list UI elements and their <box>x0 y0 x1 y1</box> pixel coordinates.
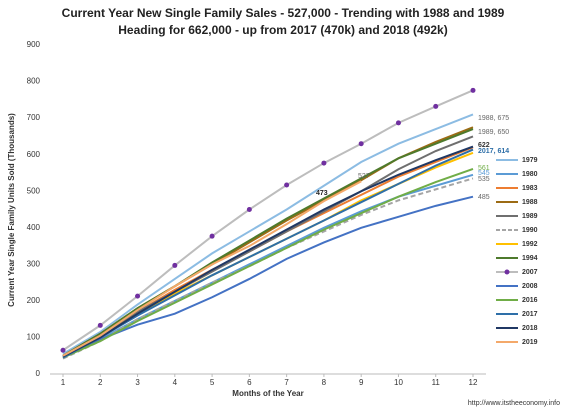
series-line <box>62 145 474 358</box>
series-line <box>62 113 474 355</box>
legend-label: 2018 <box>522 325 538 332</box>
legend-label: 1994 <box>522 255 538 262</box>
x-tick-label: 7 <box>284 378 289 387</box>
annotation: 1989, 650 <box>478 129 509 136</box>
series-marker <box>135 293 141 299</box>
x-tick-label: 9 <box>359 378 364 387</box>
y-tick-label: 400 <box>27 223 41 232</box>
y-tick-label: 0 <box>36 369 41 378</box>
x-tick-label: 3 <box>135 378 140 387</box>
series-line <box>62 128 474 357</box>
x-tick-label: 8 <box>322 378 327 387</box>
legend-label: 2007 <box>522 269 538 276</box>
x-tick-label: 6 <box>247 378 252 387</box>
x-tick-label: 1 <box>61 378 66 387</box>
series-marker <box>433 103 439 109</box>
legend-label: 2017 <box>522 311 538 318</box>
x-tick-label: 10 <box>394 378 403 387</box>
annotation: 485 <box>478 194 490 201</box>
annotation: 473 <box>316 190 328 197</box>
series-marker <box>97 322 103 328</box>
x-tick-label: 2 <box>98 378 103 387</box>
series-line <box>62 195 474 359</box>
legend-label: 1979 <box>522 157 538 164</box>
series-marker <box>358 141 364 147</box>
legend-label: 2008 <box>522 283 538 290</box>
y-tick-label: 600 <box>27 150 41 159</box>
legend-marker <box>504 269 510 275</box>
annotation: 561 <box>478 165 490 172</box>
chart-subtitle: Heading for 662,000 - up from 2017 (470k… <box>118 23 447 37</box>
annotation: 527 <box>358 173 370 180</box>
series-line <box>62 135 474 357</box>
series-marker <box>172 262 178 268</box>
annotation: 1988, 675 <box>478 115 509 122</box>
series-marker <box>284 182 290 188</box>
y-tick-label: 300 <box>27 259 41 268</box>
y-axis-title: Current Year Single Family Units Sold (T… <box>7 113 16 307</box>
x-tick-label: 12 <box>469 378 478 387</box>
y-tick-label: 700 <box>27 113 41 122</box>
series-line <box>62 180 362 357</box>
x-axis-title: Months of the Year <box>232 389 303 398</box>
x-tick-label: 5 <box>210 378 215 387</box>
y-tick-label: 800 <box>27 77 41 86</box>
y-tick-label: 100 <box>27 333 41 342</box>
series-marker <box>60 347 66 353</box>
series-marker <box>395 120 401 126</box>
legend-label: 1988 <box>522 199 538 206</box>
series-line <box>62 148 474 359</box>
y-tick-label: 900 <box>27 40 41 49</box>
annotation: 545 <box>478 170 490 177</box>
series-marker <box>209 233 215 239</box>
legend-label: 1980 <box>522 171 538 178</box>
chart-title: Current Year New Single Family Sales - 5… <box>62 6 505 20</box>
source: http://www.itstheeconomy.info <box>468 400 560 407</box>
series-marker <box>246 207 252 212</box>
legend-label: 1983 <box>522 185 538 192</box>
annotation: 2017, 614 <box>478 148 509 155</box>
legend-label: 2019 <box>522 339 538 346</box>
series-line <box>62 167 474 359</box>
series-marker <box>470 87 476 93</box>
annotation: 622 <box>478 142 490 149</box>
series-line <box>62 89 474 352</box>
y-tick-label: 500 <box>27 186 41 195</box>
annotation: 535 <box>478 176 490 183</box>
x-tick-label: 4 <box>173 378 178 387</box>
series-marker <box>321 160 327 166</box>
legend-label: 1992 <box>522 241 538 248</box>
legend-label: 1989 <box>522 213 538 220</box>
x-tick-label: 11 <box>432 378 441 387</box>
legend-label: 1990 <box>522 227 538 234</box>
y-tick-label: 200 <box>27 296 41 305</box>
legend-label: 2016 <box>522 297 538 304</box>
